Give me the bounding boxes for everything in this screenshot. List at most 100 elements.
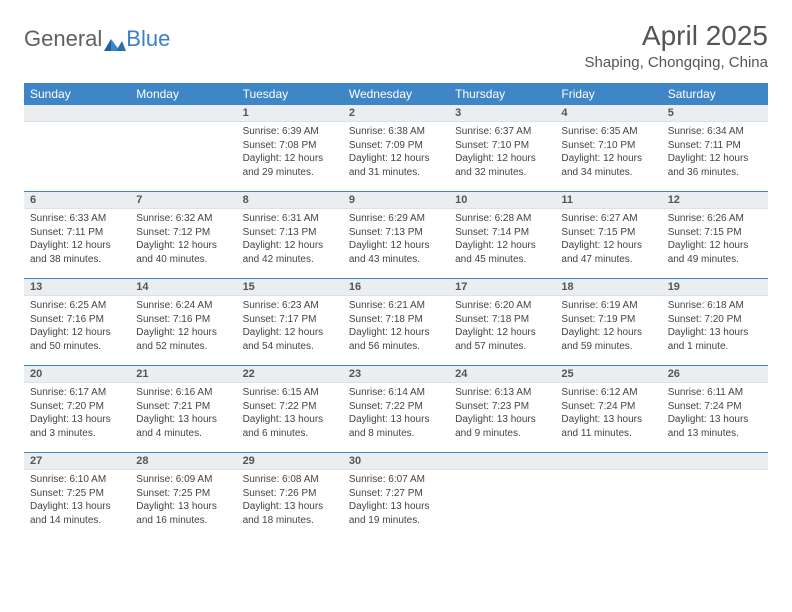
sunrise-text: Sunrise: 6:24 AM [136, 299, 230, 313]
day-cell: 22Sunrise: 6:15 AMSunset: 7:22 PMDayligh… [237, 366, 343, 452]
day-number: 26 [662, 366, 768, 383]
day-cell: 5Sunrise: 6:34 AMSunset: 7:11 PMDaylight… [662, 105, 768, 191]
sunrise-text: Sunrise: 6:23 AM [243, 299, 337, 313]
sunset-text: Sunset: 7:11 PM [668, 139, 762, 153]
sunset-text: Sunset: 7:19 PM [561, 313, 655, 327]
sunset-text: Sunset: 7:18 PM [455, 313, 549, 327]
title-block: April 2025 Shaping, Chongqing, China [585, 20, 768, 71]
week-row: 6Sunrise: 6:33 AMSunset: 7:11 PMDaylight… [24, 192, 768, 278]
day-number: 7 [130, 192, 236, 209]
day-details: Sunrise: 6:25 AMSunset: 7:16 PMDaylight:… [24, 296, 130, 359]
day-number: 12 [662, 192, 768, 209]
sunrise-text: Sunrise: 6:19 AM [561, 299, 655, 313]
sunrise-text: Sunrise: 6:27 AM [561, 212, 655, 226]
day-details: Sunrise: 6:38 AMSunset: 7:09 PMDaylight:… [343, 122, 449, 185]
sunset-text: Sunset: 7:27 PM [349, 487, 443, 501]
day-cell: 15Sunrise: 6:23 AMSunset: 7:17 PMDayligh… [237, 279, 343, 365]
day-cell: 1Sunrise: 6:39 AMSunset: 7:08 PMDaylight… [237, 105, 343, 191]
week-row: 27Sunrise: 6:10 AMSunset: 7:25 PMDayligh… [24, 453, 768, 539]
daylight-text: Daylight: 12 hours and 57 minutes. [455, 326, 549, 353]
day-details: Sunrise: 6:12 AMSunset: 7:24 PMDaylight:… [555, 383, 661, 446]
day-details: Sunrise: 6:11 AMSunset: 7:24 PMDaylight:… [662, 383, 768, 446]
weeks-container: .. 1Sunrise: 6:39 AMSunset: 7:08 PMDaylig… [24, 105, 768, 539]
day-details: Sunrise: 6:07 AMSunset: 7:27 PMDaylight:… [343, 470, 449, 533]
weekday-header: Sunday [24, 83, 130, 105]
sunset-text: Sunset: 7:20 PM [30, 400, 124, 414]
day-number: 30 [343, 453, 449, 470]
daylight-text: Daylight: 12 hours and 34 minutes. [561, 152, 655, 179]
day-number: 2 [343, 105, 449, 122]
day-details: Sunrise: 6:34 AMSunset: 7:11 PMDaylight:… [662, 122, 768, 185]
day-details: Sunrise: 6:27 AMSunset: 7:15 PMDaylight:… [555, 209, 661, 272]
day-number: 14 [130, 279, 236, 296]
sunset-text: Sunset: 7:18 PM [349, 313, 443, 327]
day-cell: 14 Sunrise: 6:24 AMSunset: 7:16 PMDayligh… [130, 279, 236, 365]
day-number: 8 [237, 192, 343, 209]
week-row: 13Sunrise: 6:25 AMSunset: 7:16 PMDayligh… [24, 279, 768, 365]
daylight-text: Daylight: 13 hours and 4 minutes. [136, 413, 230, 440]
sunrise-text: Sunrise: 6:33 AM [30, 212, 124, 226]
sunrise-text: Sunrise: 6:12 AM [561, 386, 655, 400]
day-cell: 30Sunrise: 6:07 AMSunset: 7:27 PMDayligh… [343, 453, 449, 539]
day-cell: 7Sunrise: 6:32 AMSunset: 7:12 PMDaylight… [130, 192, 236, 278]
daylight-text: Daylight: 13 hours and 3 minutes. [30, 413, 124, 440]
day-number: . [24, 105, 130, 122]
sunset-text: Sunset: 7:23 PM [455, 400, 549, 414]
sunrise-text: Sunrise: 6:14 AM [349, 386, 443, 400]
daylight-text: Daylight: 13 hours and 6 minutes. [243, 413, 337, 440]
day-cell: 13Sunrise: 6:25 AMSunset: 7:16 PMDayligh… [24, 279, 130, 365]
day-cell: 16Sunrise: 6:21 AMSunset: 7:18 PMDayligh… [343, 279, 449, 365]
day-number: 15 [237, 279, 343, 296]
day-cell: . [24, 105, 130, 191]
sunrise-text: Sunrise: 6:34 AM [668, 125, 762, 139]
sunset-text: Sunset: 7:11 PM [30, 226, 124, 240]
day-details: Sunrise: 6:35 AMSunset: 7:10 PMDaylight:… [555, 122, 661, 185]
day-number: 5 [662, 105, 768, 122]
day-cell: 6Sunrise: 6:33 AMSunset: 7:11 PMDaylight… [24, 192, 130, 278]
weekday-header: Wednesday [343, 83, 449, 105]
sunset-text: Sunset: 7:13 PM [243, 226, 337, 240]
day-cell: . [555, 453, 661, 539]
sunset-text: Sunset: 7:15 PM [561, 226, 655, 240]
day-details: Sunrise: 6:09 AMSunset: 7:25 PMDaylight:… [130, 470, 236, 533]
daylight-text: Daylight: 12 hours and 54 minutes. [243, 326, 337, 353]
daylight-text: Daylight: 13 hours and 8 minutes. [349, 413, 443, 440]
sunrise-text: Sunrise: 6:13 AM [455, 386, 549, 400]
day-details: Sunrise: 6:17 AMSunset: 7:20 PMDaylight:… [24, 383, 130, 446]
sunset-text: Sunset: 7:09 PM [349, 139, 443, 153]
sunset-text: Sunset: 7:16 PM [136, 313, 230, 327]
day-number: 17 [449, 279, 555, 296]
daylight-text: Daylight: 13 hours and 1 minute. [668, 326, 762, 353]
day-details: Sunrise: 6:21 AMSunset: 7:18 PMDaylight:… [343, 296, 449, 359]
sunset-text: Sunset: 7:20 PM [668, 313, 762, 327]
day-number: . [449, 453, 555, 470]
sunset-text: Sunset: 7:26 PM [243, 487, 337, 501]
weekday-header: Friday [555, 83, 661, 105]
sunrise-text: Sunrise: 6:08 AM [243, 473, 337, 487]
sunset-text: Sunset: 7:14 PM [455, 226, 549, 240]
sunset-text: Sunset: 7:24 PM [668, 400, 762, 414]
day-cell: 29 Sunrise: 6:08 AMSunset: 7:26 PMDayligh… [237, 453, 343, 539]
sunrise-text: Sunrise: 6:21 AM [349, 299, 443, 313]
day-number: 11 [555, 192, 661, 209]
day-number: 29 [237, 453, 343, 470]
day-number: 13 [24, 279, 130, 296]
day-number: 25 [555, 366, 661, 383]
logo-text-part2: Blue [126, 26, 170, 52]
daylight-text: Daylight: 12 hours and 36 minutes. [668, 152, 762, 179]
day-number: 9 [343, 192, 449, 209]
daylight-text: Daylight: 12 hours and 52 minutes. [136, 326, 230, 353]
day-cell: 21Sunrise: 6:16 AMSunset: 7:21 PMDayligh… [130, 366, 236, 452]
daylight-text: Daylight: 13 hours and 18 minutes. [243, 500, 337, 527]
sunset-text: Sunset: 7:10 PM [455, 139, 549, 153]
sunrise-text: Sunrise: 6:28 AM [455, 212, 549, 226]
day-details: Sunrise: 6:16 AMSunset: 7:21 PMDaylight:… [130, 383, 236, 446]
sunset-text: Sunset: 7:25 PM [136, 487, 230, 501]
location-subtitle: Shaping, Chongqing, China [585, 54, 768, 71]
daylight-text: Daylight: 13 hours and 19 minutes. [349, 500, 443, 527]
logo-text-part1: General [24, 26, 102, 52]
sunset-text: Sunset: 7:25 PM [30, 487, 124, 501]
daylight-text: Daylight: 12 hours and 50 minutes. [30, 326, 124, 353]
sunrise-text: Sunrise: 6:10 AM [30, 473, 124, 487]
day-cell: 4Sunrise: 6:35 AMSunset: 7:10 PMDaylight… [555, 105, 661, 191]
